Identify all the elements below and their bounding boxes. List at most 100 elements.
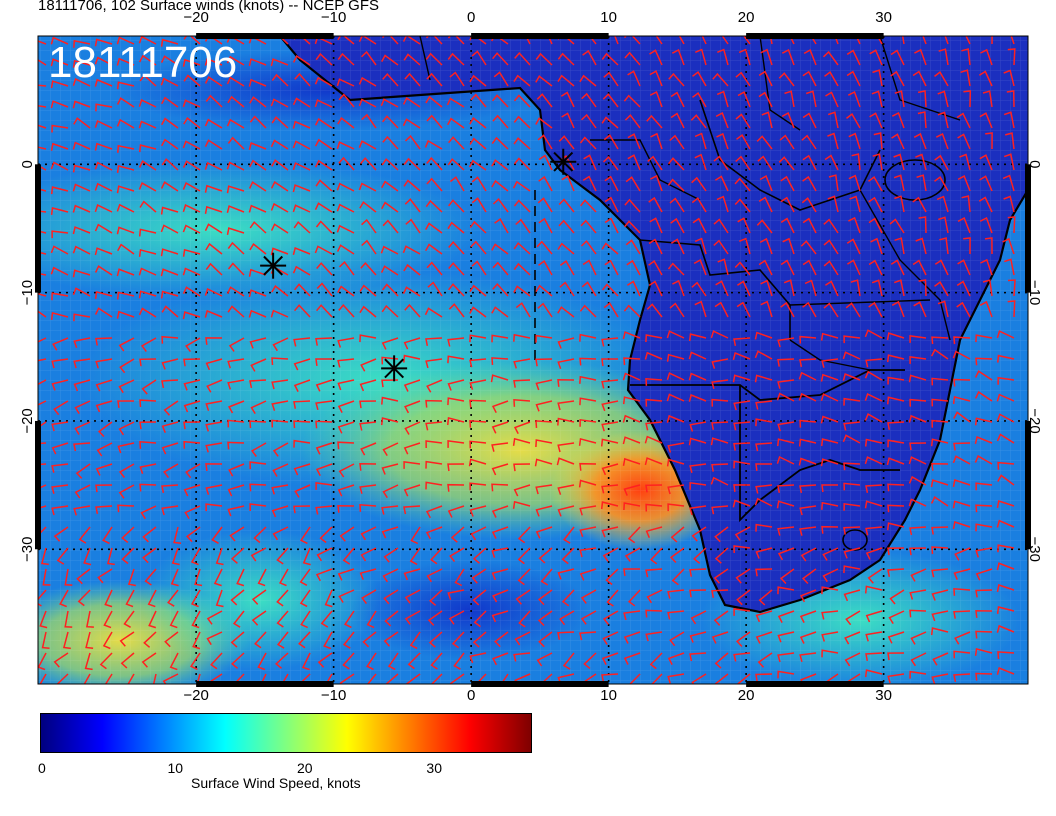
wind-barb	[601, 242, 619, 255]
wind-barb	[954, 631, 971, 645]
wind-barb	[666, 414, 685, 423]
wind-barb	[844, 631, 861, 645]
wind-barb	[754, 497, 773, 507]
wind-barb	[469, 652, 487, 664]
wind-barb	[95, 484, 113, 493]
wind-barb	[916, 174, 927, 192]
wind-barb	[94, 223, 113, 234]
wind-barb	[324, 589, 333, 608]
wind-barb	[337, 484, 355, 497]
wind-barb	[930, 348, 949, 360]
wind-barb	[513, 398, 531, 407]
wind-barb	[404, 134, 421, 150]
wind-barb	[73, 358, 91, 369]
wind-barb	[622, 414, 641, 423]
wind-barb	[974, 455, 993, 465]
wind-barb	[579, 357, 597, 366]
wind-barb	[649, 547, 663, 565]
wind-barb	[580, 219, 597, 234]
wind-barb	[644, 435, 663, 444]
wind-barb	[292, 97, 311, 108]
wind-barb	[944, 36, 949, 45]
wind-barb	[1004, 258, 1015, 276]
wind-barb	[711, 358, 729, 369]
wind-barb	[448, 610, 465, 625]
wind-barb	[229, 526, 245, 542]
wind-barb	[823, 260, 839, 276]
wind-barb	[117, 243, 135, 255]
wind-barb	[931, 546, 949, 555]
wind-barb	[204, 139, 223, 150]
wind-barb	[359, 463, 377, 471]
wind-barb	[51, 292, 69, 301]
frame-tick	[196, 681, 334, 687]
wind-barb	[226, 227, 245, 236]
wind-barb	[865, 484, 883, 493]
wind-barb	[184, 505, 201, 519]
wind-barb	[448, 136, 465, 150]
lon-tick-label: 0	[467, 9, 475, 26]
wind-barb	[865, 631, 883, 642]
wind-barb	[579, 304, 597, 318]
wind-barb	[381, 379, 399, 388]
wind-barb	[426, 177, 443, 192]
wind-barb	[215, 547, 224, 566]
wind-barb	[270, 247, 289, 256]
wind-barb	[53, 652, 69, 668]
wind-barb	[678, 36, 685, 45]
wind-barb	[952, 479, 971, 488]
wind-barb	[887, 652, 905, 661]
wind-barb	[604, 217, 619, 234]
wind-barb	[116, 164, 135, 173]
wind-barb	[825, 91, 839, 108]
wind-barb	[185, 463, 201, 479]
wind-barb	[802, 70, 817, 87]
wind-barb	[810, 36, 817, 45]
wind-barb	[648, 238, 663, 255]
wind-barb	[144, 568, 157, 586]
wind-barb	[183, 74, 201, 87]
wind-barb	[732, 351, 751, 360]
wind-barb	[492, 282, 509, 297]
wind-barb	[94, 182, 113, 192]
wind-barb	[735, 36, 751, 45]
lon-tick-label: −10	[321, 687, 346, 704]
wind-barb	[205, 358, 223, 371]
wind-barb	[714, 547, 729, 564]
wind-barb	[623, 94, 641, 108]
wind-barb	[535, 505, 553, 517]
wind-barb	[409, 547, 421, 566]
wind-barb	[260, 673, 267, 684]
wind-barb	[402, 118, 421, 129]
wind-barb	[850, 279, 861, 297]
wind-barb	[714, 36, 729, 45]
wind-barb	[823, 239, 839, 255]
wind-barb	[931, 568, 949, 578]
wind-barb	[204, 184, 223, 193]
wind-barb	[469, 306, 487, 318]
wind-barb	[382, 219, 399, 234]
wind-barb	[960, 69, 971, 87]
wind-barb	[780, 175, 795, 192]
wind-barb	[975, 568, 993, 581]
wind-barb	[182, 248, 201, 257]
wind-barb	[953, 587, 971, 596]
wind-barb	[336, 141, 355, 150]
wind-barb	[366, 652, 377, 671]
wind-barb	[754, 331, 773, 340]
wind-barb	[701, 36, 707, 45]
wind-barb	[777, 670, 795, 679]
wind-barb	[800, 547, 817, 562]
wind-barb	[449, 673, 465, 684]
wind-barb	[822, 547, 839, 561]
wind-barb	[147, 589, 157, 608]
wind-barb	[855, 36, 861, 45]
wind-barb	[450, 526, 465, 543]
wind-barb	[163, 463, 179, 479]
wind-barb	[161, 138, 179, 150]
wind-barb	[430, 547, 443, 565]
wind-barb	[821, 358, 839, 368]
wind-barb	[820, 415, 839, 424]
wind-barb	[97, 568, 113, 584]
